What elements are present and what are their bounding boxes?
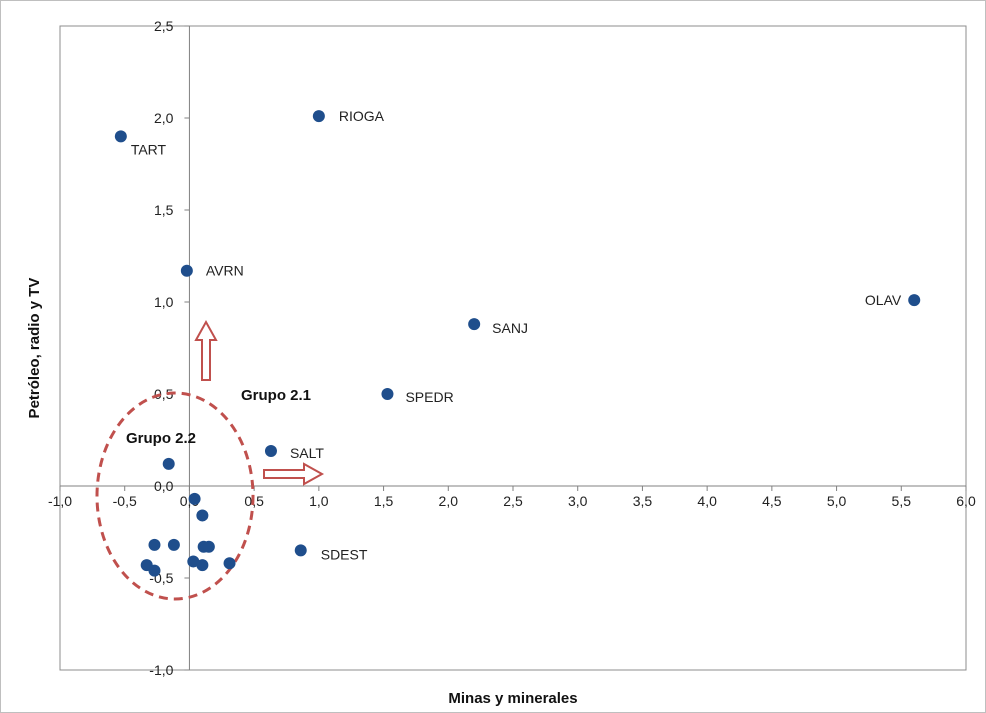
x-tick-label: 1,5 <box>374 493 394 509</box>
point-label: OLAV <box>865 292 902 308</box>
x-tick-label: 4,5 <box>762 493 782 509</box>
data-point <box>188 492 201 505</box>
y-tick-label: 1,5 <box>154 202 174 218</box>
right-arrow <box>263 462 325 486</box>
point-label: SANJ <box>492 320 528 336</box>
point-label: SALT <box>290 445 324 461</box>
y-tick-label: 0,0 <box>154 478 174 494</box>
x-tick-label: 3,0 <box>568 493 588 509</box>
point-label: SDEST <box>321 546 368 562</box>
data-point <box>180 264 193 277</box>
x-tick-label: 5,0 <box>827 493 847 509</box>
data-point <box>187 555 200 568</box>
data-point <box>114 130 127 143</box>
y-tick-label: 2,0 <box>154 110 174 126</box>
data-point <box>167 538 180 551</box>
group-2-2-label: Grupo 2.2 <box>126 430 196 447</box>
point-label: RIOGA <box>339 108 385 124</box>
data-point <box>148 538 161 551</box>
up-arrow <box>194 319 218 381</box>
data-point <box>148 564 161 577</box>
x-tick-label: -1,0 <box>48 493 72 509</box>
group-2-1-label: Grupo 2.1 <box>241 387 311 404</box>
data-point <box>294 544 307 557</box>
group-2-2-ellipse <box>95 391 255 601</box>
data-point <box>468 318 481 331</box>
y-tick-label: 0,5 <box>154 386 174 402</box>
data-point <box>312 110 325 123</box>
plot-area <box>59 25 967 671</box>
data-point <box>202 540 215 553</box>
x-tick-label: 4,0 <box>697 493 717 509</box>
y-tick-label: -1,0 <box>149 662 173 678</box>
data-point <box>196 559 209 572</box>
x-tick-label: 3,5 <box>633 493 653 509</box>
x-axis-title: Minas y minerales <box>448 690 577 707</box>
x-tick-label: 2,0 <box>439 493 459 509</box>
data-point <box>223 557 236 570</box>
data-point <box>908 294 921 307</box>
x-tick-label: 6,0 <box>956 493 976 509</box>
data-point <box>162 457 175 470</box>
x-tick-label: 2,5 <box>503 493 523 509</box>
point-label: SPEDR <box>405 389 453 405</box>
data-point <box>381 388 394 400</box>
x-tick-label: 5,5 <box>892 493 912 509</box>
y-tick-label: 1,0 <box>154 294 174 310</box>
point-label: TART <box>131 141 167 157</box>
data-point <box>264 445 277 458</box>
x-tick-label: -0,5 <box>113 493 137 509</box>
point-label: AVRN <box>206 263 244 279</box>
y-tick-label: 2,5 <box>154 18 174 34</box>
data-point <box>196 509 209 522</box>
x-tick-label: 1,0 <box>309 493 329 509</box>
y-axis-title: Petróleo, radio y TV <box>26 278 43 419</box>
